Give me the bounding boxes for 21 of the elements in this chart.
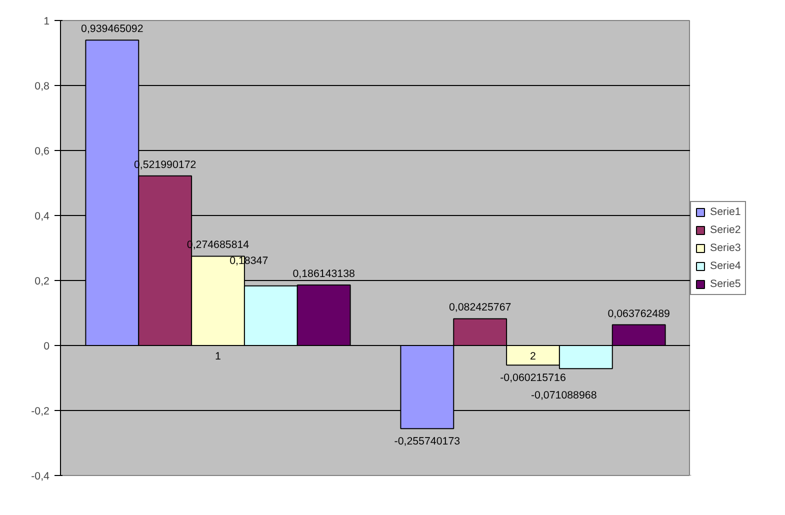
y-tick-label: 1 (44, 16, 50, 28)
data-label: 0,186143138 (292, 268, 356, 280)
data-label: -0,255740173 (394, 436, 460, 448)
data-label: 0,939465092 (81, 23, 144, 36)
data-label: -0,060215716 (500, 372, 566, 384)
legend-label: Serie4 (710, 260, 741, 272)
data-label: 0,082425767 (448, 302, 512, 314)
legend-label: Serie1 (710, 206, 741, 218)
legend-label: Serie2 (710, 224, 741, 236)
y-tick-label: 0,2 (34, 276, 50, 288)
y-tick-label: 0,6 (34, 146, 50, 158)
y-tick-label: -0,4 (31, 470, 50, 482)
x-tick-label: 2 (530, 350, 536, 362)
data-label: 0,063762489 (608, 308, 670, 320)
y-tick-label: -0,2 (31, 406, 50, 418)
y-tick-label: 0,4 (34, 210, 50, 222)
y-tick-label: 0 (44, 340, 50, 352)
y-tick-label: 0,8 (34, 80, 50, 92)
legend-label: Serie3 (710, 242, 741, 254)
data-label: -0,071088968 (530, 390, 597, 402)
legend-label: Serie5 (710, 278, 741, 290)
